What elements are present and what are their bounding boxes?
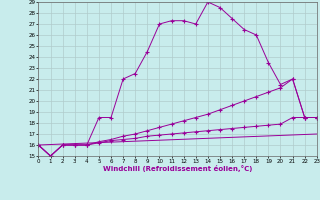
X-axis label: Windchill (Refroidissement éolien,°C): Windchill (Refroidissement éolien,°C) [103, 165, 252, 172]
